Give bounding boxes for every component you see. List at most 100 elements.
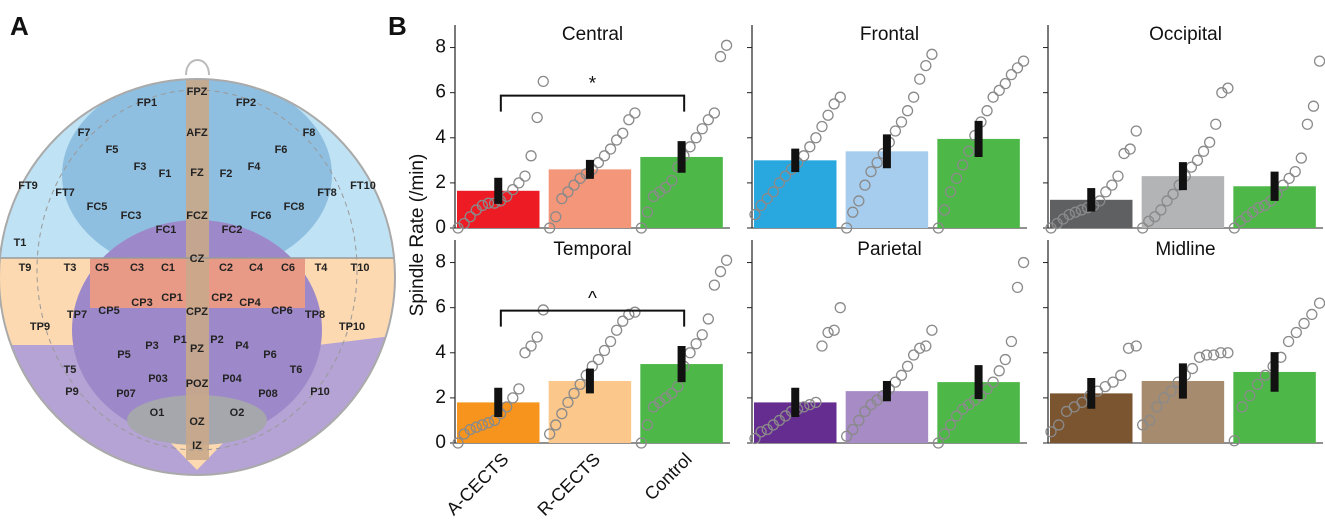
electrode-label: T10 <box>351 262 370 274</box>
data-point <box>1011 62 1024 74</box>
data-point <box>531 331 543 343</box>
y-tick-label: 6 <box>435 82 446 103</box>
electrode-label: C4 <box>249 262 264 274</box>
data-point <box>914 73 926 85</box>
electrode-label: O1 <box>150 407 165 419</box>
data-point <box>660 181 672 194</box>
data-point <box>617 127 629 139</box>
electrode-label: CP2 <box>211 292 232 304</box>
data-point <box>641 419 654 431</box>
data-point <box>507 184 519 196</box>
data-point <box>987 376 999 388</box>
data-point <box>938 204 951 216</box>
y-tick-label: 6 <box>435 297 446 318</box>
electrode-label: F1 <box>159 168 172 180</box>
data-point <box>749 208 761 221</box>
electrode-label: P3 <box>145 340 158 352</box>
data-point <box>993 84 1005 97</box>
data-point <box>604 335 617 348</box>
data-point <box>720 254 733 266</box>
electrode-label: CP3 <box>131 297 152 309</box>
data-point <box>841 430 853 442</box>
electrode-label: AFZ <box>186 127 208 139</box>
data-point <box>1155 204 1167 216</box>
head-outline <box>0 78 396 476</box>
data-point <box>804 141 816 153</box>
data-point <box>895 369 908 381</box>
data-point <box>901 105 914 117</box>
data-point <box>1200 349 1213 361</box>
electrode-label: T6 <box>290 364 303 376</box>
data-point <box>1222 347 1234 359</box>
data-point <box>635 222 647 234</box>
electrode-label: FP2 <box>236 97 256 109</box>
chart-title: Central <box>562 24 623 45</box>
electrode-label: OZ <box>189 416 205 428</box>
electrode-label: CZ <box>190 253 205 265</box>
data-point <box>635 437 647 449</box>
electrode-label: C2 <box>219 262 233 274</box>
data-point <box>920 340 932 352</box>
data-point <box>859 405 871 418</box>
data-point <box>1167 188 1179 200</box>
data-point <box>708 279 721 291</box>
data-point <box>1005 68 1018 81</box>
data-point <box>926 48 938 60</box>
electrode-label: F3 <box>134 161 147 173</box>
data-point <box>1193 351 1206 363</box>
data-point <box>950 172 963 185</box>
panel-label: A <box>10 11 29 41</box>
electrode-label: TP10 <box>339 321 365 333</box>
data-point <box>889 125 902 137</box>
data-point <box>1130 340 1142 352</box>
y-tick-label: 2 <box>435 172 446 193</box>
data-point <box>1313 55 1325 67</box>
data-point <box>761 193 773 205</box>
data-point <box>1011 281 1024 294</box>
data-point <box>1283 172 1295 185</box>
data-point <box>684 141 696 153</box>
electrode-label: TP7 <box>67 309 87 321</box>
data-point <box>1307 100 1320 112</box>
electrode-label: FC5 <box>87 201 108 213</box>
data-point <box>853 414 865 427</box>
bar <box>548 169 632 228</box>
data-point <box>1112 170 1124 182</box>
data-point <box>1228 222 1240 234</box>
electrode-label: FC1 <box>156 224 177 236</box>
electrode-label: POZ <box>186 378 209 390</box>
data-point <box>755 426 767 438</box>
data-point <box>476 419 489 431</box>
data-point <box>773 177 786 189</box>
data-point <box>458 217 470 230</box>
data-point <box>999 77 1011 90</box>
data-point <box>1165 385 1177 397</box>
electrode-label: FC6 <box>251 210 272 222</box>
data-point <box>1151 401 1163 413</box>
electrode-label: TP8 <box>305 309 325 321</box>
data-point <box>816 120 828 133</box>
data-point <box>895 116 908 128</box>
data-point <box>556 408 568 420</box>
data-point <box>907 91 920 103</box>
panel-label: B <box>388 11 407 41</box>
guide-circle <box>36 89 358 451</box>
data-point <box>1197 145 1210 157</box>
data-point <box>1115 369 1127 381</box>
x-tick-label: A-CECTS <box>442 449 512 519</box>
electrode-label: C5 <box>95 262 109 274</box>
data-point <box>531 111 543 124</box>
data-point <box>592 353 605 366</box>
data-point <box>702 114 714 126</box>
data-point <box>1301 118 1314 130</box>
data-point <box>1191 154 1204 166</box>
electrode-label: PZ <box>190 343 204 355</box>
data-point <box>1253 202 1265 214</box>
data-point <box>550 211 562 223</box>
data-point <box>932 222 944 234</box>
data-point <box>779 170 792 182</box>
data-point <box>957 159 969 171</box>
data-point <box>562 396 574 409</box>
data-point <box>1259 369 1271 381</box>
data-point <box>617 315 629 327</box>
